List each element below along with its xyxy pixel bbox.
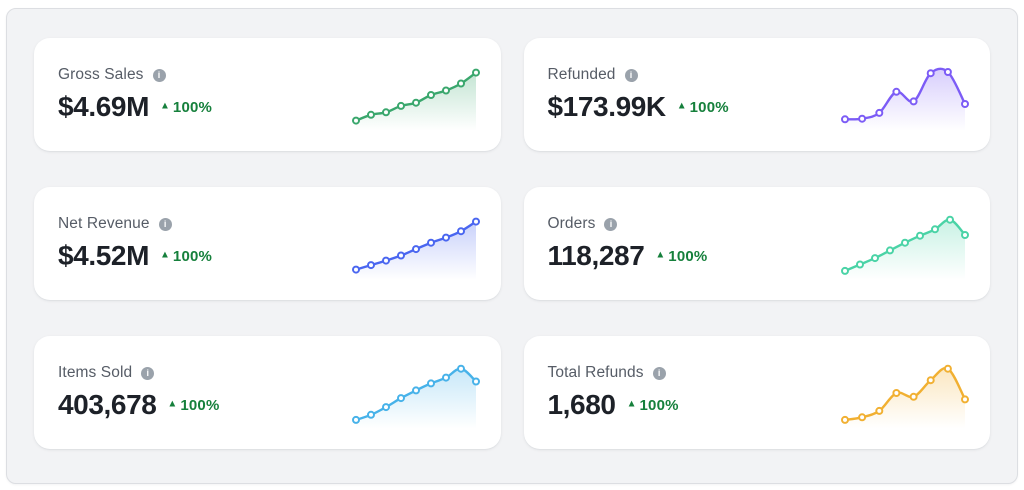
trend-up-icon: ▲ [160,249,170,261]
metric-value: 403,678 [58,389,157,420]
metric-title: Orders [547,215,596,232]
metric-title: Refunded [547,66,616,83]
info-icon[interactable]: i [652,366,666,380]
info-icon[interactable]: i [604,217,618,231]
metric-text-block: Refunded i $173.99K ▲ 100% [548,66,729,123]
metric-card-gross-sales: Gross Sales i $4.69M ▲ 100% [34,38,501,151]
sparkline-items-sold [351,364,480,432]
info-icon[interactable]: i [158,217,172,231]
metric-value: $4.52M [58,240,149,271]
trend-badge: ▲ 100% [160,248,212,265]
trend-up-icon: ▲ [676,100,687,112]
trend-percent: 100% [172,98,213,116]
trend-badge: ▲ 100% [160,99,212,116]
sparkline-total-refunds [841,364,969,432]
metric-text-block: Orders i 118,287 ▲ 100% [548,215,708,272]
trend-up-icon: ▲ [626,398,637,410]
trend-percent: 100% [668,247,708,265]
trend-up-icon: ▲ [655,249,666,261]
metric-text-block: Total Refunds i 1,680 ▲ 100% [548,364,679,421]
metric-title: Gross Sales [58,66,144,83]
metric-card-net-revenue: Net Revenue i $4.52M ▲ 100% [34,187,501,300]
metric-text-block: Gross Sales i $4.69M ▲ 100% [58,66,212,123]
metric-card-items-sold: Items Sold i 403,678 ▲ 100% [34,336,501,449]
sparkline-orders [841,215,969,283]
sparkline-gross-sales [351,68,480,134]
trend-up-icon: ▲ [167,398,178,410]
trend-up-icon: ▲ [160,100,170,112]
info-icon[interactable]: i [141,366,155,380]
metric-value: $4.69M [58,91,149,122]
metric-title: Items Sold [58,364,133,381]
metric-text-block: Net Revenue i $4.52M ▲ 100% [58,215,212,272]
trend-percent: 100% [180,396,220,414]
info-icon[interactable]: i [152,68,166,82]
metric-value: $173.99K [547,91,667,122]
metric-card-refunded: Refunded i $173.99K ▲ 100% [523,38,990,151]
metric-value: 1,680 [547,389,616,420]
metric-text-block: Items Sold i 403,678 ▲ 100% [58,364,220,421]
sparkline-refunded [841,67,969,134]
trend-badge: ▲ 100% [627,397,679,414]
trend-badge: ▲ 100% [167,397,219,414]
dashboard-panel: Gross Sales i $4.69M ▲ 100% Refunded i [6,8,1018,484]
trend-percent: 100% [172,247,213,265]
metric-card-total-refunds: Total Refunds i 1,680 ▲ 100% [523,336,990,449]
metrics-grid: Gross Sales i $4.69M ▲ 100% Refunded i [7,9,1017,482]
sparkline-net-revenue [351,217,480,283]
metric-card-orders: Orders i 118,287 ▲ 100% [523,187,990,300]
trend-percent: 100% [639,396,679,414]
metric-title: Net Revenue [58,215,150,232]
info-icon[interactable]: i [624,68,638,82]
metric-value: 118,287 [547,240,645,271]
trend-badge: ▲ 100% [655,248,707,265]
trend-badge: ▲ 100% [677,99,729,116]
metric-title: Total Refunds [547,364,644,381]
trend-percent: 100% [689,98,729,116]
